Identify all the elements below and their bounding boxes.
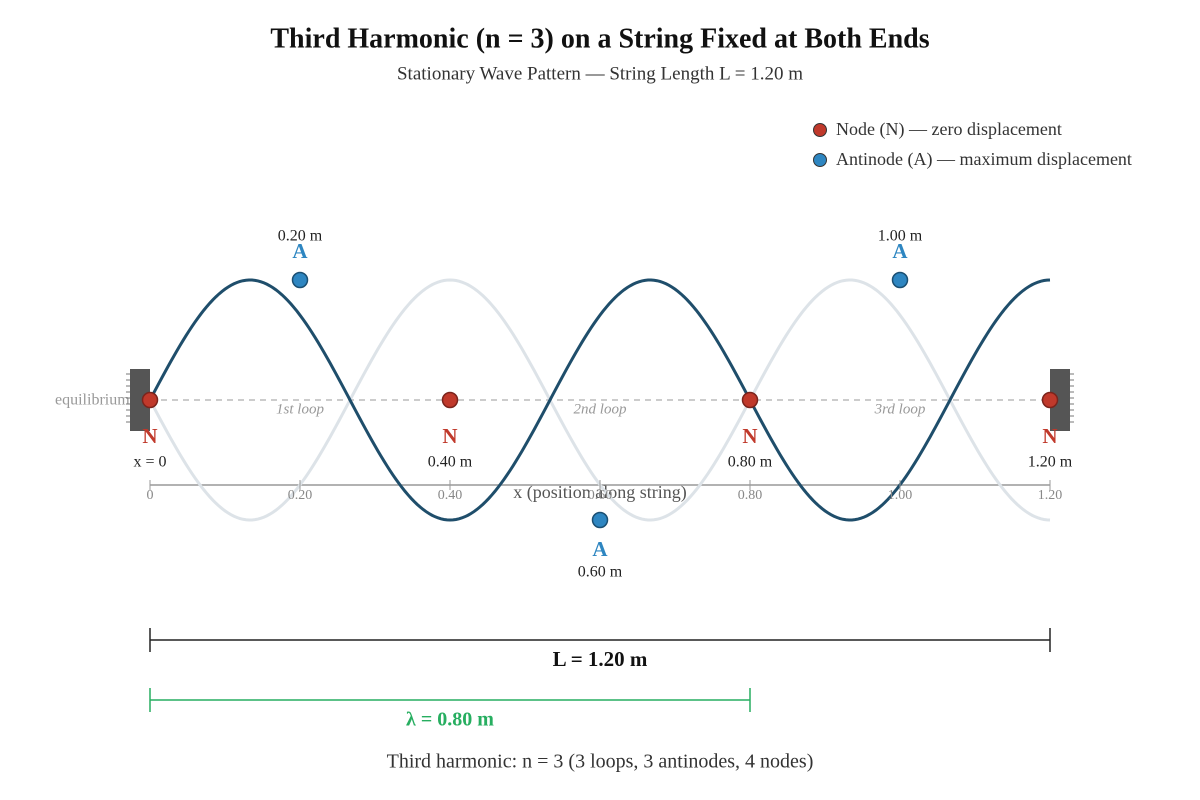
subtitle: Stationary Wave Pattern — String Length … xyxy=(397,63,803,84)
axis-label: x (position along string) xyxy=(513,482,687,503)
axis-tick-label: 0.80 xyxy=(738,488,763,503)
node xyxy=(1041,391,1059,409)
wavelength-label: λ = 0.80 m xyxy=(406,709,494,731)
node-label: 1.20 m xyxy=(1028,454,1073,471)
node-label: 0.40 m xyxy=(428,454,473,471)
node xyxy=(741,391,759,409)
walls xyxy=(130,369,1070,431)
loop-label: 1st loop xyxy=(276,401,324,417)
axis-tick-label: 0.20 xyxy=(288,488,313,503)
axis-tick-label: 1.20 xyxy=(1038,488,1063,503)
antinode xyxy=(591,511,609,529)
equilibrium-label: equilibrium xyxy=(55,392,130,409)
antinode xyxy=(891,271,909,289)
antinode xyxy=(291,271,309,289)
legend-marker xyxy=(813,153,827,167)
antinode-symbol: A xyxy=(892,239,908,263)
loop-label: 3rd loop xyxy=(874,401,926,417)
node-symbol: N xyxy=(142,424,157,448)
antinode-label: 0.60 m xyxy=(578,564,623,581)
legend-marker xyxy=(813,123,827,137)
node-symbol: N xyxy=(742,424,757,448)
node-symbol: N xyxy=(1042,424,1057,448)
antinode-symbol: A xyxy=(292,239,308,263)
axis-tick-label: 0 xyxy=(147,488,154,503)
antinode-label: 1.00 m xyxy=(878,228,923,245)
axis-tick-label: 1.00 xyxy=(888,488,913,503)
axis-tick-label: 0.60 xyxy=(588,488,613,503)
legend-label: Node (N) — zero displacement xyxy=(836,119,1062,140)
antinode-label: 0.20 m xyxy=(278,228,323,245)
node-label: 0.80 m xyxy=(728,454,773,471)
node xyxy=(441,391,459,409)
loop-label: 2nd loop xyxy=(574,401,627,417)
legend-label: Antinode (A) — maximum displacement xyxy=(836,149,1132,170)
caption: Third harmonic: n = 3 (3 loops, 3 antino… xyxy=(387,751,814,773)
axis-tick-label: 0.40 xyxy=(438,488,463,503)
node-symbol: N xyxy=(442,424,457,448)
length-label: L = 1.20 m xyxy=(553,647,648,671)
legend: Node (N) — zero displacement Antinode (A)… xyxy=(813,119,1132,170)
wall-right xyxy=(1050,369,1070,431)
title: Third Harmonic (n = 3) on a String Fixed… xyxy=(270,23,929,54)
wall-left xyxy=(130,369,150,431)
node xyxy=(141,391,159,409)
node-label: x = 0 xyxy=(133,454,166,471)
antinode-symbol: A xyxy=(592,537,608,561)
